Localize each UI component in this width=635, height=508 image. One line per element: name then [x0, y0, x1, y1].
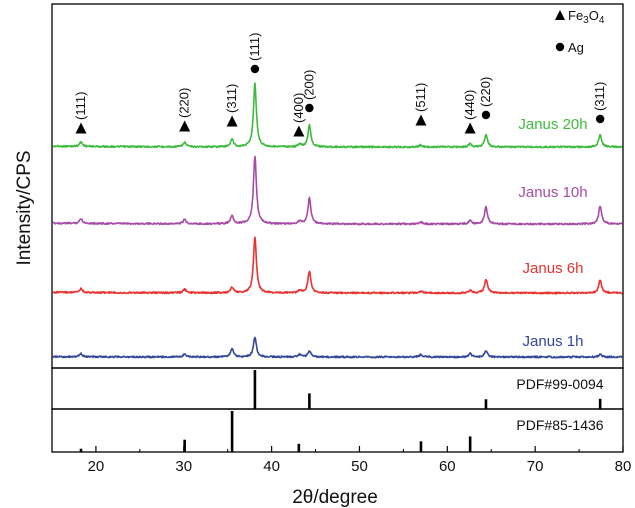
x-tick-label: 20 — [88, 458, 105, 475]
peak-hkl-label: (311) — [592, 82, 607, 111]
legend-triangle-icon — [555, 10, 565, 20]
series-line — [52, 155, 623, 226]
series-label: Janus 1h — [523, 333, 584, 350]
peak-hkl-label: (111) — [247, 33, 262, 61]
series-label: Janus 6h — [523, 260, 584, 277]
ag-marker-icon — [250, 64, 260, 74]
ag-marker-icon — [481, 110, 491, 120]
reference-label: PDF#85-1436 — [516, 417, 603, 433]
peak-annotations: (111) (220) (311) (111) (400)(200) (511) (440)… — [73, 33, 607, 137]
plot-frames — [51, 3, 624, 453]
legend: Fe3O4 Ag — [555, 8, 605, 55]
x-tick-label: 30 — [175, 458, 192, 475]
legend-circle-icon — [555, 42, 565, 52]
peak-hkl-label: (311) — [224, 84, 239, 113]
reference-label: PDF#99-0094 — [516, 376, 603, 392]
series-line — [52, 336, 623, 359]
fe3o4-marker-icon — [179, 120, 191, 132]
fe3o4-marker-icon — [226, 115, 238, 127]
legend-label-ag: Ag — [568, 40, 584, 55]
x-tick-label: 40 — [263, 458, 280, 475]
fe3o4-marker-icon — [464, 122, 476, 134]
x-tick-label: 50 — [351, 458, 368, 475]
series-line — [52, 82, 623, 149]
reference-panel-2-frame — [51, 408, 624, 453]
series-line — [52, 236, 623, 295]
x-axis-title: 2θ/degree — [292, 487, 378, 508]
peak-hkl-label: (400) — [291, 93, 306, 123]
x-tick-label: 70 — [527, 458, 544, 475]
y-axis-title: Intensity/CPS — [14, 150, 35, 265]
series-label: Janus 10h — [518, 184, 587, 201]
fe3o4-marker-icon — [293, 125, 305, 137]
legend-label-fe3o4: Fe3O4 — [568, 8, 605, 26]
peak-hkl-label: (111) — [73, 92, 88, 120]
ag-marker-icon — [305, 103, 314, 113]
fe3o4-marker-icon — [75, 122, 87, 134]
x-tick-label: 80 — [615, 458, 632, 475]
peak-hkl-label: (220) — [478, 77, 493, 107]
series-label: Janus 20h — [518, 116, 587, 133]
fe3o4-marker-icon — [415, 114, 427, 126]
ag-marker-icon — [595, 114, 605, 124]
peak-hkl-label: (220) — [177, 88, 192, 118]
peak-hkl-label: (440) — [462, 90, 477, 120]
peak-hkl-label: (200) — [301, 70, 316, 100]
x-axis: 20 30 40 50 60 70 80 — [51, 446, 632, 475]
diffraction-patterns: Janus 20h Janus 10h Janus 6h Janus 1h — [52, 82, 623, 359]
reference-patterns: PDF#99-0094 PDF#85-1436 — [79, 370, 604, 452]
x-tick-label: 60 — [439, 458, 456, 475]
peak-hkl-label: (511) — [413, 83, 428, 112]
